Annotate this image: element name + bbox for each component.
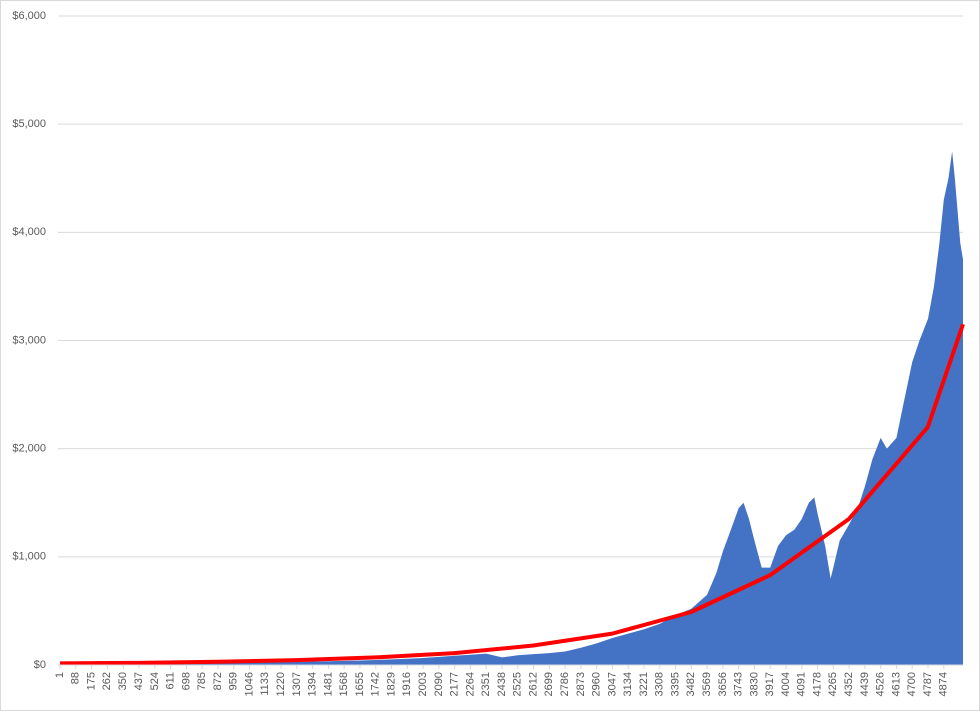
x-tick-label: 4526 xyxy=(875,672,887,696)
x-tick-label: 2960 xyxy=(591,672,603,696)
x-tick-label: 3047 xyxy=(606,672,618,696)
x-tick-label: 2438 xyxy=(496,672,508,696)
x-tick-label: 2699 xyxy=(543,672,555,696)
x-tick-label: 3917 xyxy=(764,672,776,696)
x-tick-label: 3134 xyxy=(622,672,634,696)
x-tick-label: 1829 xyxy=(385,672,397,696)
y-tick-label: $4,000 xyxy=(12,226,46,238)
x-tick-label: 1742 xyxy=(370,672,382,696)
x-tick-label: 1133 xyxy=(259,672,271,696)
x-tick-label: 4700 xyxy=(906,672,918,696)
x-tick-label: 437 xyxy=(133,672,145,690)
x-tick-label: 175 xyxy=(85,672,97,690)
x-tick-label: 1568 xyxy=(338,672,350,696)
x-tick-label: 4352 xyxy=(843,672,855,696)
x-tick-label: 2351 xyxy=(480,672,492,696)
x-tick-label: 3308 xyxy=(654,672,666,696)
x-tick-label: 4004 xyxy=(780,672,792,696)
x-tick-label: 1655 xyxy=(354,672,366,696)
x-tick-label: 4874 xyxy=(938,672,950,696)
x-tick-label: 4787 xyxy=(922,672,934,696)
y-tick-label: $6,000 xyxy=(12,10,46,22)
x-tick-label: 2090 xyxy=(433,672,445,696)
x-tick-label: 524 xyxy=(149,672,161,690)
x-tick-label: 2873 xyxy=(575,672,587,696)
y-tick-label: $3,000 xyxy=(12,334,46,346)
y-tick-label: $1,000 xyxy=(12,551,46,563)
x-tick-label: 1220 xyxy=(275,672,287,696)
x-tick-label: 2003 xyxy=(417,672,429,696)
x-tick-label: 3743 xyxy=(733,672,745,696)
x-tick-label: 3221 xyxy=(638,672,650,696)
x-tick-label: 3830 xyxy=(748,672,760,696)
x-tick-label: 1046 xyxy=(243,672,255,696)
trend-line xyxy=(59,323,965,666)
x-tick-label: 2525 xyxy=(512,672,524,696)
y-tick-label: $5,000 xyxy=(12,118,46,130)
x-tick-label: 3482 xyxy=(685,672,697,696)
y-tick-label: $2,000 xyxy=(12,443,46,455)
y-tick-label: $0 xyxy=(34,659,46,671)
x-tick-label: 2177 xyxy=(449,672,461,696)
x-tick-label: 1 xyxy=(54,672,66,678)
x-tick-label: 1916 xyxy=(401,672,413,696)
x-tick-label: 262 xyxy=(101,672,113,690)
x-tick-label: 3569 xyxy=(701,672,713,696)
x-tick-label: 3656 xyxy=(717,672,729,696)
x-tick-label: 2786 xyxy=(559,672,571,696)
x-tick-label: 959 xyxy=(228,672,240,690)
x-tick-label: 2612 xyxy=(527,672,539,696)
x-tick-label: 785 xyxy=(196,672,208,690)
x-tick-label: 4091 xyxy=(796,672,808,696)
area xyxy=(60,151,963,665)
x-tick-label: 1394 xyxy=(307,672,319,696)
x-tick-label: 698 xyxy=(180,672,192,690)
x-tick-label: 4178 xyxy=(811,672,823,696)
x-tick-label: 88 xyxy=(70,672,82,684)
x-tick-label: 872 xyxy=(212,672,224,690)
x-tick-label: 3395 xyxy=(669,672,681,696)
x-tick-label: 1307 xyxy=(291,672,303,696)
x-tick-label: 350 xyxy=(117,672,129,690)
x-tick-label: 4439 xyxy=(859,672,871,696)
x-tick-label: 1481 xyxy=(322,672,334,696)
x-tick-label: 2264 xyxy=(464,672,476,696)
x-tick-label: 4265 xyxy=(827,672,839,696)
x-tick-label: 4613 xyxy=(890,672,902,696)
x-tick-label: 611 xyxy=(165,672,177,690)
